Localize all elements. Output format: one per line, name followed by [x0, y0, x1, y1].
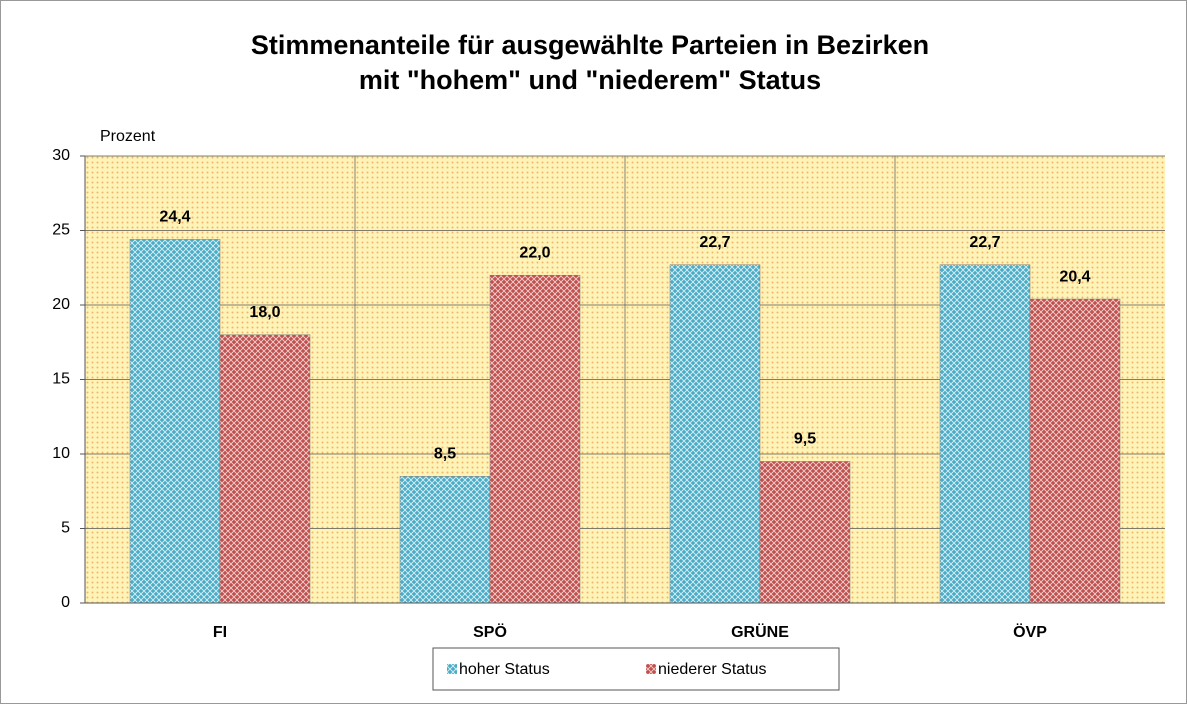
value-label: 22,7 — [699, 234, 730, 251]
bar — [1029, 298, 1121, 604]
value-label: 24,4 — [159, 209, 190, 226]
legend-label: niederer Status — [658, 661, 767, 678]
y-axis-label: Prozent — [100, 128, 156, 145]
x-tick-label: ÖVP — [1013, 622, 1047, 641]
bar — [759, 461, 851, 604]
value-label: 22,0 — [519, 244, 550, 261]
y-tick-label: 0 — [61, 594, 70, 611]
value-label: 8,5 — [434, 446, 456, 463]
value-label: 18,0 — [249, 304, 280, 321]
value-label: 9,5 — [794, 431, 816, 448]
y-tick-label: 15 — [52, 371, 70, 388]
y-tick-label: 5 — [61, 520, 70, 537]
x-tick-label: FI — [213, 624, 227, 641]
y-tick-label: 25 — [52, 222, 70, 239]
x-tick-label: GRÜNE — [731, 622, 789, 641]
bar — [669, 264, 761, 604]
bar — [399, 476, 491, 604]
legend-label: hoher Status — [459, 661, 550, 678]
legend-swatch — [447, 664, 457, 674]
y-tick-label: 10 — [52, 445, 70, 462]
y-tick-label: 20 — [52, 296, 70, 313]
value-label: 20,4 — [1059, 268, 1090, 285]
legend-box — [432, 647, 840, 691]
y-tick-label: 30 — [52, 147, 70, 164]
bar — [489, 274, 581, 604]
chart-title: Stimmenanteile für ausgewählte Parteien … — [250, 30, 930, 95]
legend-swatch — [646, 664, 656, 674]
value-label: 22,7 — [969, 234, 1000, 251]
x-tick-label: SPÖ — [473, 622, 507, 641]
bar — [129, 239, 221, 604]
bar — [219, 334, 311, 604]
bar — [939, 264, 1031, 604]
